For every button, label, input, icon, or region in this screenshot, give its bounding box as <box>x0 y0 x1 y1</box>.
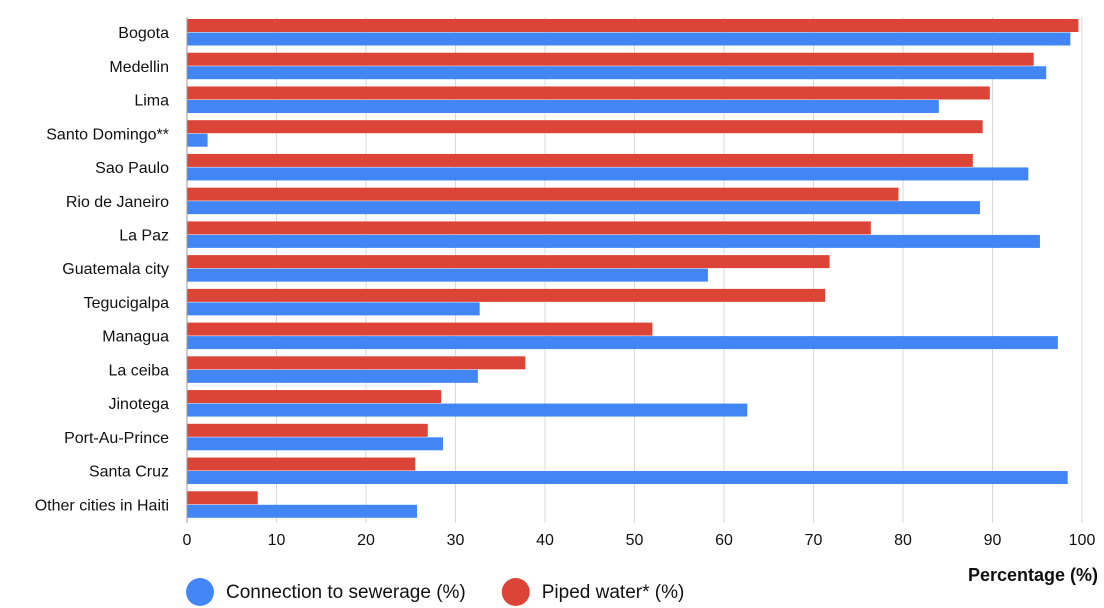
bar <box>187 356 526 370</box>
bar <box>187 167 1029 181</box>
x-tick-label: 20 <box>357 532 375 549</box>
legend-swatch <box>501 578 530 606</box>
bar <box>187 120 983 134</box>
bar <box>187 86 990 100</box>
bar <box>187 99 939 113</box>
x-tick-label: 60 <box>715 532 733 549</box>
y-tick-label: Santo Domingo** <box>46 126 169 143</box>
y-tick-label: Lima <box>134 93 169 110</box>
bar <box>187 457 416 471</box>
x-tick-label: 80 <box>894 532 912 549</box>
y-tick-label: La Paz <box>119 227 169 244</box>
legend-swatch <box>186 578 214 606</box>
y-tick-label: Santa Cruz <box>89 464 169 481</box>
bar <box>187 66 1047 80</box>
bar <box>187 336 1058 350</box>
bar <box>187 268 708 282</box>
y-tick-label: Bogota <box>118 25 169 42</box>
y-tick-label: Jinotega <box>109 396 170 413</box>
x-axis-title: Percentage (%) <box>968 565 1098 585</box>
bar <box>187 369 478 383</box>
bar <box>187 390 442 404</box>
y-tick-label: Tegucigalpa <box>84 295 170 312</box>
y-tick-label: Guatemala city <box>62 261 169 278</box>
x-tick-label: 0 <box>183 532 192 549</box>
bar <box>187 437 443 451</box>
y-tick-label: Rio de Janeiro <box>66 194 169 211</box>
x-tick-label: 90 <box>984 532 1002 549</box>
bar <box>187 133 208 147</box>
bar <box>187 234 1040 248</box>
x-tick-label: 30 <box>447 532 465 549</box>
y-tick-label: Other cities in Haiti <box>35 497 169 514</box>
x-tick-label: 50 <box>626 532 644 549</box>
bar <box>187 201 980 215</box>
y-tick-label: Sao Paulo <box>95 160 169 177</box>
y-tick-label: La ceiba <box>109 362 170 379</box>
x-tick-label: 40 <box>536 532 554 549</box>
legend-label: Piped water* (%) <box>542 582 685 603</box>
bar <box>187 423 428 437</box>
bar <box>187 221 871 235</box>
x-tick-label: 70 <box>805 532 823 549</box>
x-tick-label: 100 <box>1069 532 1096 549</box>
bar <box>187 302 480 316</box>
bar <box>187 32 1071 46</box>
bar <box>187 504 418 518</box>
bar <box>187 255 830 269</box>
bar <box>187 491 258 505</box>
legend-label: Connection to sewerage (%) <box>226 582 466 603</box>
bar <box>187 403 748 417</box>
y-tick-label: Port-Au-Prince <box>64 430 169 447</box>
bar <box>187 19 1079 32</box>
bar <box>187 153 973 167</box>
bar <box>187 52 1034 66</box>
y-tick-label: Medellin <box>109 59 169 76</box>
bar <box>187 322 653 336</box>
bar <box>187 288 826 302</box>
bar <box>187 187 899 201</box>
bar <box>187 471 1068 485</box>
y-tick-label: Managua <box>102 329 169 346</box>
x-tick-label: 10 <box>268 532 286 549</box>
